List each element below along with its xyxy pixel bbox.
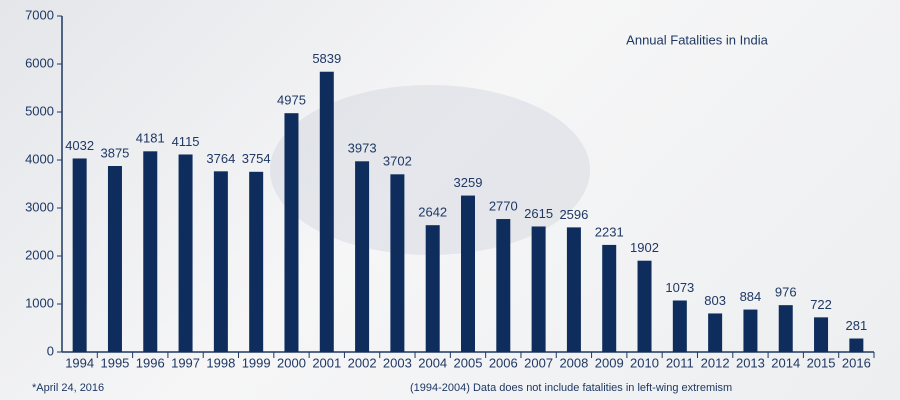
x-tick-label: 2011 [666,355,694,370]
bar [743,309,758,352]
y-tick-label: 7000 [25,7,54,22]
bar [531,226,546,352]
value-label: 3764 [206,151,235,166]
bar [178,154,193,352]
value-label: 3702 [383,154,412,169]
x-tick-label: 2003 [383,355,412,370]
bar [814,317,829,352]
value-label: 3973 [348,141,377,156]
x-tick-label: 2013 [736,355,765,370]
bar [672,300,687,352]
bar [72,158,87,352]
value-label: 803 [704,293,726,308]
x-tick-label: 2001 [312,355,341,370]
x-tick-label: 2005 [454,355,483,370]
y-tick-label: 5000 [25,103,54,118]
x-tick-label: 2012 [701,355,730,370]
x-tick-label: 2002 [348,355,377,370]
bar [143,151,158,352]
value-label: 976 [775,285,797,300]
value-label: 884 [740,289,762,304]
x-tick-label: 2004 [418,355,447,370]
bar [213,171,228,352]
y-tick-label: 2000 [25,247,54,262]
x-tick-label: 2015 [807,355,836,370]
watermark [270,85,590,255]
x-tick-label: 2006 [489,355,518,370]
bar [778,305,793,352]
value-label: 2642 [418,205,447,220]
value-label: 2770 [489,198,518,213]
bar [284,113,299,352]
bar [425,225,440,352]
value-label: 1073 [665,280,694,295]
chart-title: Annual Fatalities in India [626,32,768,47]
bar [708,313,723,352]
x-tick-label: 2009 [595,355,624,370]
value-label: 4975 [277,93,306,108]
x-tick-label: 2016 [842,355,871,370]
value-label: 2596 [559,207,588,222]
value-label: 4181 [136,131,165,146]
value-label: 722 [810,297,832,312]
y-tick-label: 3000 [25,199,54,214]
value-label: 4115 [172,134,200,149]
bar [390,174,405,352]
y-tick-label: 6000 [25,55,54,70]
bar [319,71,334,352]
x-tick-label: 2010 [630,355,659,370]
bar [107,166,122,352]
y-tick-label: 1000 [25,295,54,310]
x-tick-label: 1999 [242,355,271,370]
x-tick-label: 1996 [136,355,165,370]
bar [602,244,617,352]
x-tick-label: 1997 [171,355,200,370]
value-label: 1902 [630,240,659,255]
x-tick-label: 2014 [771,355,800,370]
bar [496,219,511,352]
bar [637,260,652,352]
bar [249,171,264,352]
value-label: 3875 [100,145,129,160]
value-label: 2231 [595,224,624,239]
bar [461,195,475,352]
bar [566,227,581,352]
value-label: 4032 [65,138,94,153]
bar [355,161,370,352]
y-tick-label: 4000 [25,151,54,166]
value-label: 5839 [312,51,341,66]
value-label: 2615 [524,206,553,221]
annotation: *April 24, 2016 [32,382,104,394]
y-tick-label: 0 [47,343,54,358]
x-tick-label: 1994 [65,355,94,370]
value-label: 3754 [242,151,271,166]
x-tick-label: 1995 [100,355,129,370]
value-label: 281 [845,318,867,333]
annotation: (1994-2004) Data does not include fatali… [410,382,732,394]
value-label: 3259 [454,175,483,190]
x-tick-label: 2007 [524,355,553,370]
x-tick-label: 2008 [559,355,588,370]
x-tick-label: 2000 [277,355,306,370]
x-tick-label: 1998 [206,355,235,370]
bar [849,338,864,352]
